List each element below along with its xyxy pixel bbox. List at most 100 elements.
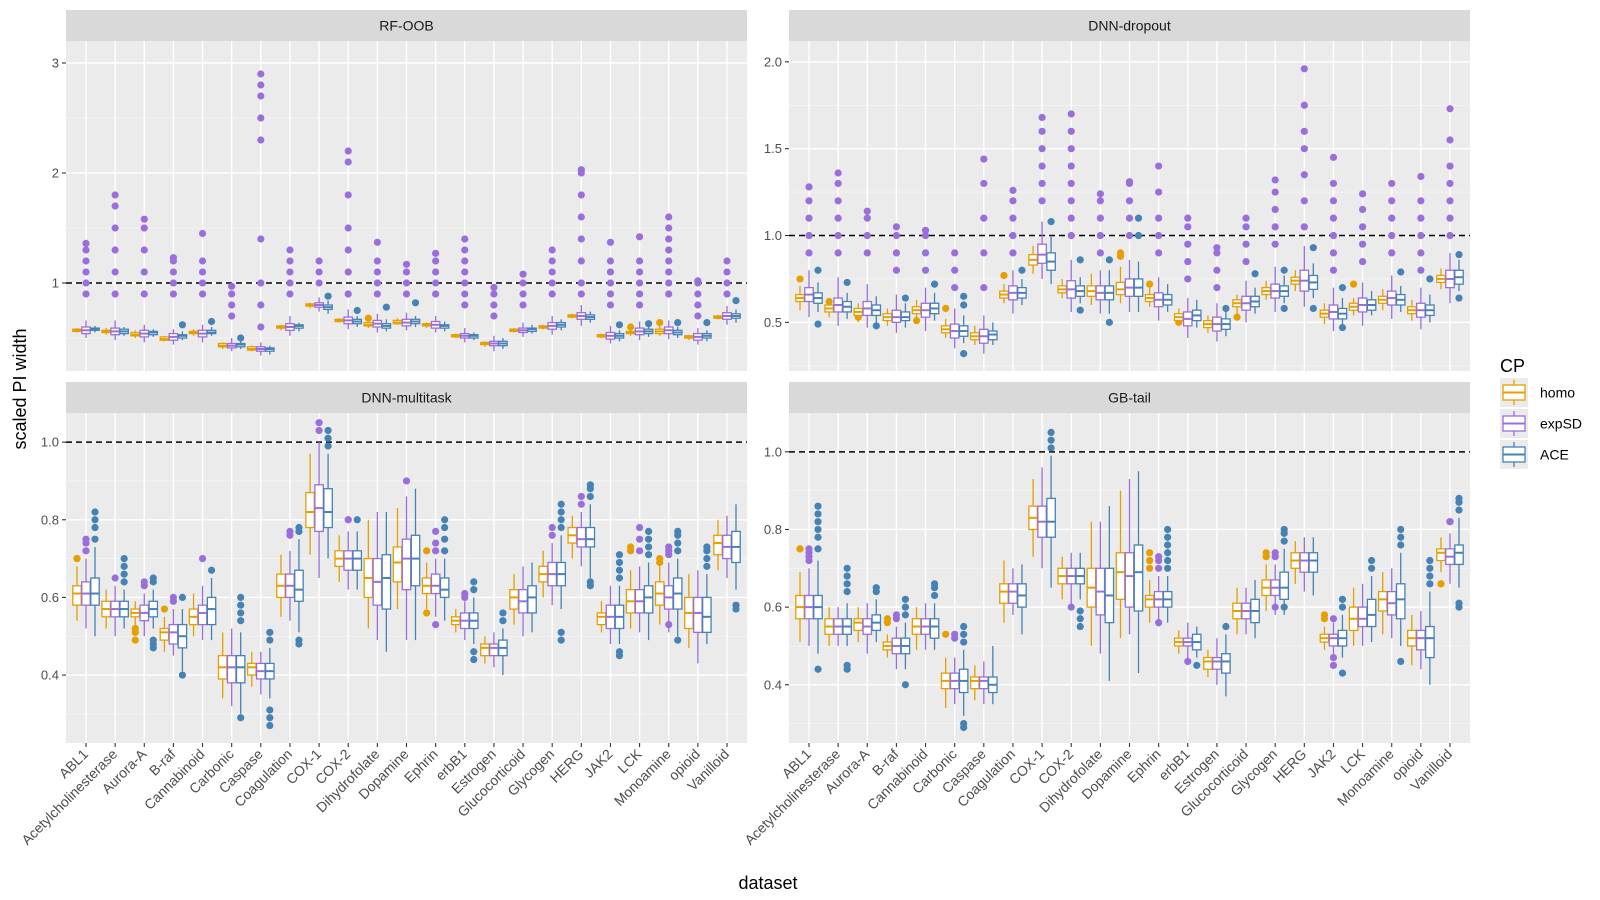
box-ACE-LCK <box>1366 556 1377 643</box>
outlier-point <box>960 350 968 358</box>
box-ACE-COX-2 <box>1075 552 1086 631</box>
outlier-point <box>1338 323 1347 332</box>
outlier-point <box>577 500 585 508</box>
outlier-point <box>1076 256 1084 264</box>
outlier-point <box>665 268 673 276</box>
box-ACE-COX-1 <box>1046 428 1056 588</box>
outlier-point <box>834 179 842 188</box>
outlier-point <box>703 319 711 327</box>
outlier-point <box>674 636 682 644</box>
box-ACE-COX-2 <box>352 516 363 590</box>
outlier-point <box>1038 197 1046 205</box>
outlier-point <box>1155 214 1163 222</box>
outlier-point <box>461 279 469 287</box>
outlier-point <box>843 278 851 287</box>
box-expSD-ABL1 <box>81 535 91 629</box>
outlier-point <box>960 630 968 638</box>
outlier-point <box>1338 284 1347 292</box>
outlier-point <box>814 665 822 673</box>
outlier-point <box>863 214 871 222</box>
box-body <box>1203 656 1213 670</box>
box-ACE-Ephrin <box>1162 525 1173 623</box>
strip-title: DNN-dropout <box>1088 18 1171 34</box>
outlier-point <box>111 268 119 276</box>
outlier-point <box>1038 179 1046 188</box>
legend-label: homo <box>1540 385 1575 401</box>
outlier-point <box>834 169 842 177</box>
outlier-point <box>1446 231 1454 240</box>
outlier-point <box>461 301 469 309</box>
box-body <box>323 488 333 529</box>
outlier-point <box>577 290 585 298</box>
outlier-point <box>82 547 90 555</box>
box-expSD-erbB1 <box>459 235 470 343</box>
box-body <box>1366 598 1377 628</box>
outlier-point <box>1329 197 1338 205</box>
outlier-point <box>82 257 90 265</box>
outlier-point <box>1125 197 1134 205</box>
legend-key-ACE: ACE <box>1500 440 1569 469</box>
outlier-point <box>1262 549 1270 557</box>
box-homo-ABL1 <box>72 328 82 333</box>
outlier-point <box>548 257 556 265</box>
outlier-point <box>1426 564 1434 572</box>
outlier-point <box>111 574 119 582</box>
outlier-point <box>266 706 274 714</box>
box-homo-Caspase <box>969 325 980 345</box>
box-body <box>969 676 980 690</box>
outlier-point <box>814 502 822 510</box>
legend-label: expSD <box>1540 416 1582 432</box>
outlier-point <box>82 246 90 254</box>
y-tick-label: 2 <box>52 166 59 181</box>
outlier-point <box>82 239 90 247</box>
outlier-point <box>169 290 178 298</box>
box-body <box>576 526 587 548</box>
box-homo-erbB1 <box>450 333 461 338</box>
box-body <box>1124 552 1135 608</box>
outlier-point <box>257 279 265 287</box>
outlier-point <box>1388 249 1396 257</box>
outlier-point <box>344 147 352 155</box>
box-homo-Dihydrofolate <box>363 314 374 329</box>
outlier-point <box>1329 249 1338 257</box>
y-axis-title: scaled PI width <box>10 328 30 449</box>
outlier-point <box>470 655 478 664</box>
box-ACE-Caspase <box>987 322 998 345</box>
outlier-point <box>606 290 615 298</box>
outlier-point <box>178 321 187 329</box>
outlier-point <box>843 572 851 580</box>
box-homo-Aurora-A <box>853 303 864 323</box>
outlier-point <box>1329 661 1338 669</box>
outlier-point <box>423 609 431 617</box>
outlier-point <box>1397 657 1405 666</box>
outlier-point <box>942 630 950 638</box>
outlier-point <box>548 268 556 276</box>
outlier-point <box>344 516 352 524</box>
box-expSD-JAK2 <box>1328 153 1339 332</box>
outlier-point <box>432 279 440 287</box>
outlier-point <box>1300 65 1308 73</box>
outlier-point <box>1125 178 1134 186</box>
outlier-point <box>228 290 236 298</box>
outlier-point <box>1388 179 1396 188</box>
outlier-point <box>1067 197 1075 205</box>
outlier-point <box>1164 564 1172 572</box>
outlier-point <box>1455 294 1463 302</box>
legend-label: ACE <box>1540 447 1569 463</box>
outlier-point <box>635 535 644 543</box>
outlier-point <box>863 207 871 215</box>
outlier-point <box>91 508 99 516</box>
outlier-point <box>1134 214 1143 222</box>
strip-title: DNN-multitask <box>361 390 452 406</box>
outlier-point <box>91 535 99 543</box>
box-homo-Vanilloid <box>1436 537 1446 588</box>
outlier-point <box>364 314 372 322</box>
box-ACE-Vanilloid <box>731 504 741 613</box>
box-homo-Monoamine <box>654 554 665 625</box>
box-body <box>853 618 864 632</box>
outlier-point <box>1446 136 1454 144</box>
box-homo-Estrogen <box>480 341 490 347</box>
box-expSD-B-raf <box>168 254 179 345</box>
outlier-point <box>91 523 99 532</box>
outlier-point <box>843 587 851 596</box>
